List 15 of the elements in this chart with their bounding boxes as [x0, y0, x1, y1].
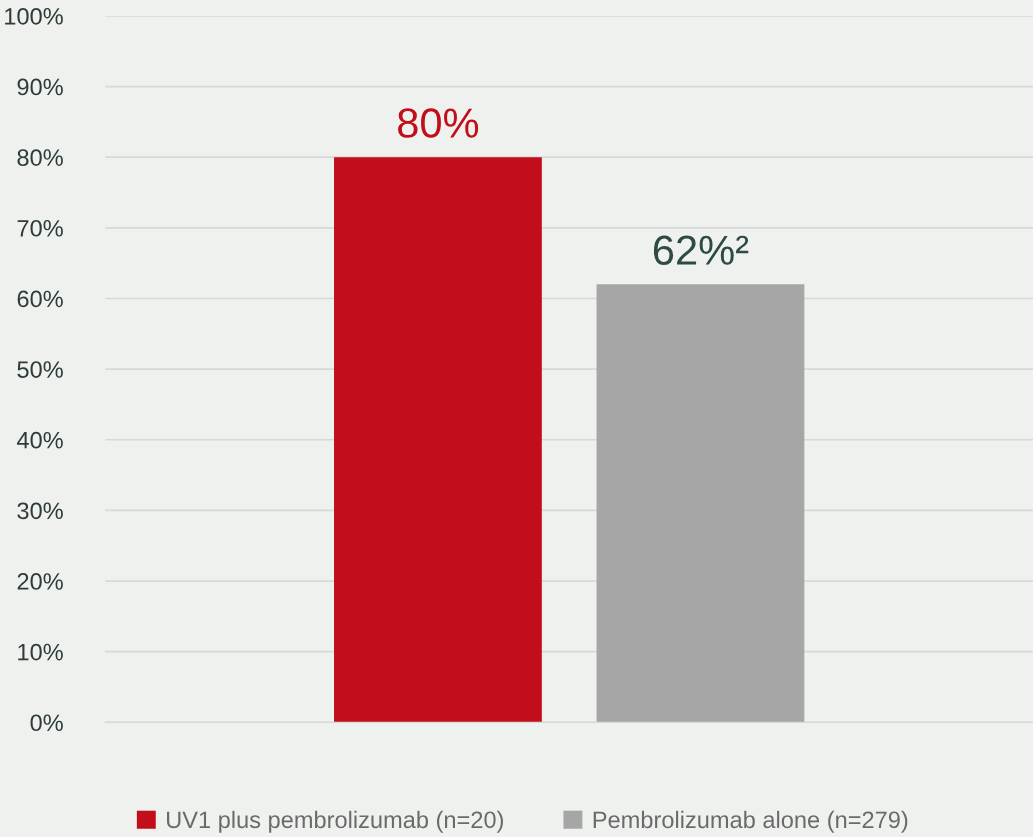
y-tick-label: 80% — [17, 149, 63, 166]
y-tick-label: 90% — [17, 78, 63, 96]
y-tick-label: 50% — [17, 361, 63, 378]
legend-label: UV1 plus pembrolizumab (n=20) — [167, 810, 503, 833]
data-label: 62%² — [653, 235, 749, 265]
y-tick-label: 10% — [18, 643, 63, 661]
y-tick-label: 100% — [5, 7, 63, 25]
y-tick-label: 40% — [16, 431, 63, 449]
y-tick-label: 0% — [30, 714, 63, 732]
y-tick-label: 60% — [17, 290, 63, 308]
y-tick-label: 30% — [17, 502, 63, 520]
data-label: 80% — [398, 108, 479, 138]
y-tick-label: 20% — [17, 573, 63, 590]
legend-label: Pembrolizumab alone (n=279) — [593, 810, 908, 833]
y-tick-label: 70% — [17, 219, 63, 237]
